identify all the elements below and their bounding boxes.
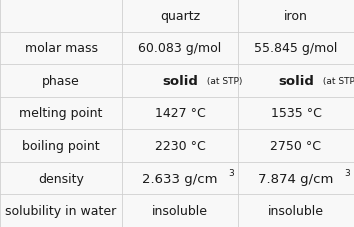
Text: 55.845 g/mol: 55.845 g/mol: [254, 42, 338, 55]
Text: density: density: [38, 172, 84, 185]
Text: solubility in water: solubility in water: [5, 204, 117, 217]
Text: melting point: melting point: [19, 107, 103, 120]
Text: boiling point: boiling point: [22, 139, 100, 152]
Text: quartz: quartz: [160, 10, 200, 23]
Text: 1427 °C: 1427 °C: [155, 107, 205, 120]
Text: 7.874 g/cm: 7.874 g/cm: [258, 172, 333, 185]
Text: 2.633 g/cm: 2.633 g/cm: [142, 172, 218, 185]
Text: (at STP): (at STP): [205, 76, 243, 86]
Text: 60.083 g/mol: 60.083 g/mol: [138, 42, 222, 55]
Text: 1535 °C: 1535 °C: [270, 107, 321, 120]
Text: solid: solid: [278, 75, 314, 88]
Text: 2750 °C: 2750 °C: [270, 139, 321, 152]
Text: molar mass: molar mass: [24, 42, 98, 55]
Text: 2230 °C: 2230 °C: [155, 139, 205, 152]
Text: insoluble: insoluble: [152, 204, 208, 217]
Text: insoluble: insoluble: [268, 204, 324, 217]
Text: 3: 3: [344, 168, 350, 177]
Text: (at STP): (at STP): [320, 76, 354, 86]
Text: 3: 3: [229, 168, 234, 177]
Text: iron: iron: [284, 10, 308, 23]
Text: solid: solid: [162, 75, 198, 88]
Text: phase: phase: [42, 75, 80, 88]
